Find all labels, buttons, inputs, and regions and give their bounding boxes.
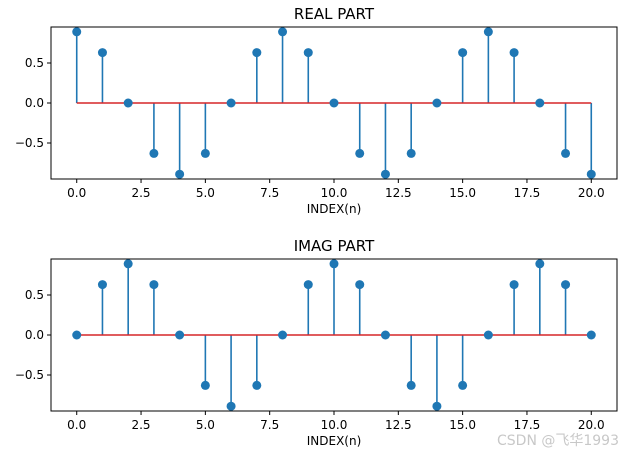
stem-marker (380, 330, 390, 340)
stem-marker (252, 380, 262, 390)
x-tick-label: 10.0 (321, 186, 348, 200)
stem-marker (97, 48, 107, 58)
x-tick-label: 20.0 (578, 418, 605, 432)
y-tick-label: 0.5 (25, 56, 44, 70)
chart-title: IMAG PART (294, 237, 375, 255)
stem-marker (586, 330, 596, 340)
x-tick-label: 17.5 (514, 418, 541, 432)
x-tick-label: 7.5 (260, 418, 279, 432)
watermark: CSDN @飞华1993 (497, 433, 619, 449)
stem-marker (200, 148, 210, 158)
stem-marker (72, 27, 82, 37)
stem-marker (458, 380, 468, 390)
stem-marker (355, 280, 365, 290)
stem-marker (355, 148, 365, 158)
y-tick-label: 0.0 (25, 328, 44, 342)
stem-marker (123, 98, 133, 108)
stem-marker (561, 148, 571, 158)
chart-title: REAL PART (294, 5, 375, 23)
stem-marker (123, 259, 133, 269)
stem-marker (561, 280, 571, 290)
y-tick-label: 0.0 (25, 96, 44, 110)
stem-marker (278, 27, 288, 37)
stem-marker (535, 98, 545, 108)
stem-marker (329, 259, 339, 269)
stem-marker (458, 48, 468, 58)
y-tick-label: −0.5 (15, 368, 44, 382)
stem-marker (200, 380, 210, 390)
stem-marker (483, 330, 493, 340)
stem-marker (535, 259, 545, 269)
x-tick-label: 0.0 (67, 418, 86, 432)
stem-marker (380, 169, 390, 179)
x-tick-label: 5.0 (196, 418, 215, 432)
x-tick-label: 5.0 (196, 186, 215, 200)
x-tick-label: 17.5 (514, 186, 541, 200)
x-tick-label: 12.5 (385, 186, 412, 200)
stem-marker (278, 330, 288, 340)
stem-marker (175, 330, 185, 340)
x-tick-label: 0.0 (67, 186, 86, 200)
stem-marker (226, 401, 236, 411)
stem-marker (509, 48, 519, 58)
stem-marker (97, 280, 107, 290)
x-tick-label: 7.5 (260, 186, 279, 200)
x-tick-label: 20.0 (578, 186, 605, 200)
stem-marker (149, 280, 159, 290)
y-tick-label: 0.5 (25, 288, 44, 302)
x-tick-label: 2.5 (131, 418, 150, 432)
stem-marker (483, 27, 493, 37)
stem-marker (303, 280, 313, 290)
stem-marker (432, 401, 442, 411)
stem-marker (406, 148, 416, 158)
stem-marker (509, 280, 519, 290)
x-tick-label: 10.0 (321, 418, 348, 432)
x-tick-label: 2.5 (131, 186, 150, 200)
stem-marker (303, 48, 313, 58)
stem-marker (226, 98, 236, 108)
stem-marker (175, 169, 185, 179)
stem-marker (149, 148, 159, 158)
stem-marker (329, 98, 339, 108)
stem-marker (252, 48, 262, 58)
x-axis-label: INDEX(n) (307, 434, 362, 448)
stem-marker (406, 380, 416, 390)
stem-marker (586, 169, 596, 179)
stem-marker (432, 98, 442, 108)
x-tick-label: 15.0 (449, 418, 476, 432)
stem-marker (72, 330, 82, 340)
x-axis-label: INDEX(n) (307, 202, 362, 216)
x-tick-label: 15.0 (449, 186, 476, 200)
x-tick-label: 12.5 (385, 418, 412, 432)
y-tick-label: −0.5 (15, 136, 44, 150)
chart-panel-2: IMAG PART 0.0 2.5 5.0 7.5 10.0 12.5 15.0 17.5 20.… (15, 237, 618, 448)
chart-panel-1: REAL PART 0.0 2.5 5.0 7.5 10.0 12.5 15.0 17.5 20.… (15, 5, 618, 216)
